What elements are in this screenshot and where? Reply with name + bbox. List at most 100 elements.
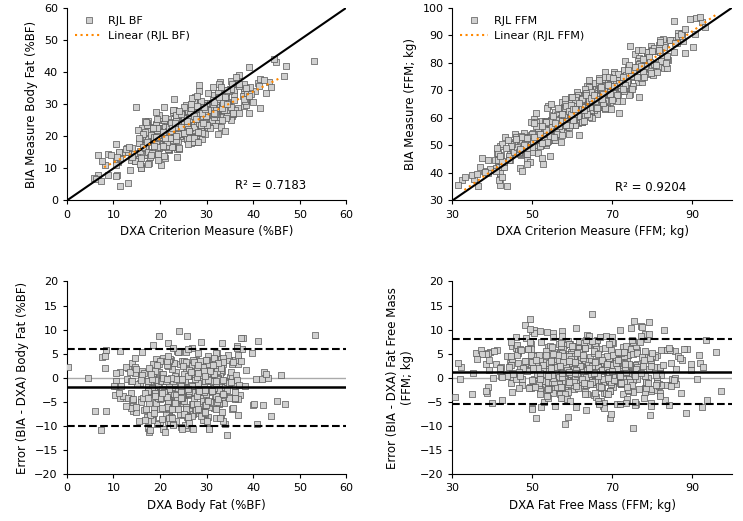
Point	[671, 39, 683, 47]
Point	[639, 66, 651, 75]
Point	[573, 377, 585, 386]
Point	[182, 120, 194, 128]
Point	[190, 138, 202, 146]
Point	[574, 131, 585, 140]
Point	[493, 163, 505, 171]
Point	[258, 76, 270, 84]
Point	[133, 154, 145, 163]
Point	[201, 101, 213, 109]
Point	[166, 420, 178, 428]
Point	[519, 150, 531, 158]
Point	[548, 349, 560, 357]
Point	[564, 397, 576, 405]
Point	[188, 122, 200, 131]
Point	[646, 47, 658, 56]
Point	[556, 118, 568, 127]
Point	[168, 94, 180, 103]
Point	[513, 384, 525, 392]
Point	[662, 56, 674, 64]
Point	[186, 113, 198, 121]
Point	[565, 121, 577, 129]
Point	[528, 139, 539, 147]
Point	[208, 102, 220, 110]
Point	[560, 102, 572, 110]
Point	[642, 379, 654, 387]
Point	[574, 91, 586, 99]
Point	[194, 117, 206, 125]
Point	[212, 100, 224, 108]
Point	[603, 72, 614, 81]
Point	[152, 123, 163, 132]
Point	[539, 118, 551, 126]
Point	[230, 356, 241, 364]
Point	[189, 373, 201, 381]
Point	[604, 75, 616, 83]
Point	[185, 139, 197, 147]
Point	[600, 96, 611, 105]
Point	[557, 117, 568, 125]
Point	[623, 66, 635, 75]
Point	[110, 369, 122, 377]
Point	[207, 377, 218, 385]
Point	[614, 372, 626, 380]
Point	[226, 80, 238, 88]
Point	[646, 352, 658, 361]
Point	[554, 119, 566, 128]
Point	[256, 375, 267, 383]
Point	[452, 359, 464, 367]
Point	[530, 413, 542, 421]
Point	[672, 352, 684, 360]
Point	[544, 133, 556, 141]
Point	[185, 406, 197, 414]
Point	[106, 151, 117, 159]
Point	[621, 395, 633, 403]
Point	[602, 371, 614, 379]
Point	[223, 393, 235, 402]
Point	[177, 134, 189, 142]
Point	[568, 378, 580, 387]
Point	[599, 68, 611, 77]
Point	[556, 349, 568, 357]
Point	[516, 132, 528, 141]
Point	[593, 74, 605, 82]
Point	[576, 94, 588, 102]
Point	[199, 373, 211, 381]
Point	[230, 371, 241, 379]
Point	[204, 103, 216, 111]
Point	[607, 74, 619, 82]
Point	[603, 387, 615, 395]
Point	[564, 340, 576, 349]
Point	[188, 134, 200, 143]
Point	[535, 141, 547, 149]
Point	[603, 95, 614, 104]
Point	[629, 50, 641, 58]
Point	[239, 102, 250, 110]
Point	[111, 161, 123, 169]
Point	[614, 372, 626, 380]
Point	[583, 356, 595, 365]
Point	[110, 382, 122, 390]
Point	[216, 104, 228, 112]
Point	[571, 349, 583, 357]
Point	[241, 366, 253, 374]
Point	[221, 106, 233, 114]
Point	[606, 410, 617, 418]
Point	[173, 144, 185, 152]
Point	[149, 389, 161, 398]
Point	[526, 404, 538, 412]
Point	[607, 379, 619, 387]
Point	[626, 84, 638, 93]
Point	[215, 104, 227, 112]
Point	[192, 127, 204, 135]
Point	[572, 362, 584, 370]
Point	[138, 368, 150, 377]
Point	[531, 370, 542, 378]
Point	[482, 169, 494, 177]
Point	[548, 386, 560, 394]
Point	[205, 386, 217, 394]
Point	[176, 393, 188, 401]
Point	[591, 93, 603, 102]
Point	[522, 143, 533, 152]
Point	[516, 166, 528, 175]
Y-axis label: BIA Measure (FFM; kg): BIA Measure (FFM; kg)	[404, 38, 417, 170]
